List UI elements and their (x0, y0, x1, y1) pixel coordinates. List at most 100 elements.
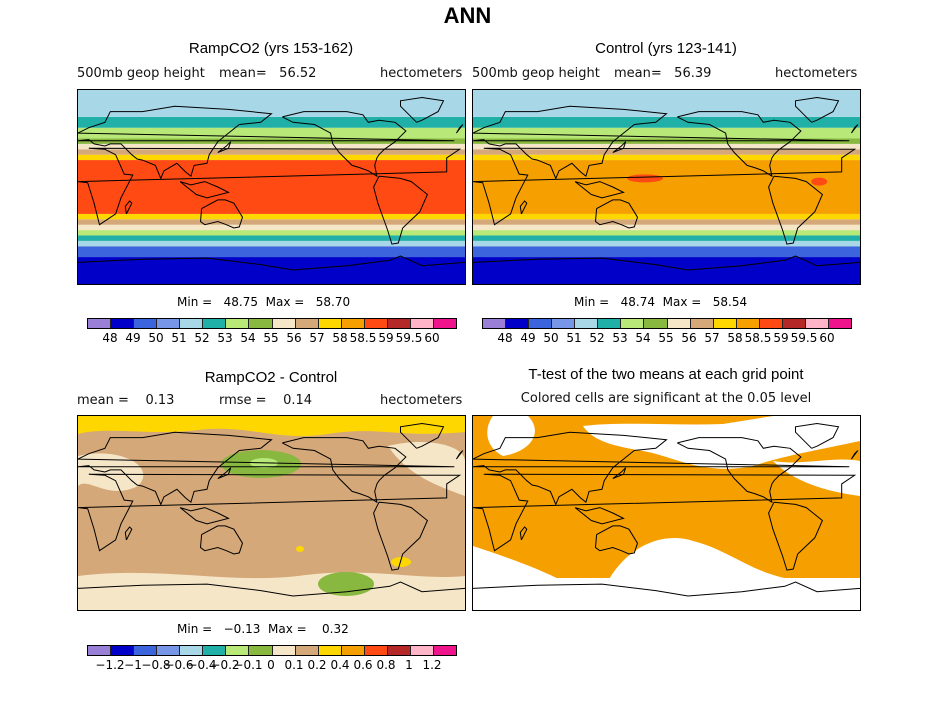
control-colorbar (482, 318, 852, 329)
ramp-colorbar-tick: 60 (424, 331, 440, 345)
diff-colorbar-ticks: −1.2 −1 −0.8 −0.6 −0.4 −0.2 −0.1 0 0.1 0.2 0.4 0.6 0… (87, 658, 457, 674)
control-coastline (795, 96, 840, 123)
ttest-subtitle: Colored cells are significant at the 0.0… (520, 391, 812, 406)
ramp-band (78, 240, 465, 247)
ramp-colorbar-swatch (295, 319, 319, 328)
ramp-colorbar-swatch (88, 319, 112, 328)
diff-yellow-patch (296, 546, 304, 552)
control-coastline (473, 147, 857, 226)
control-colorbar-tick: 48 (497, 331, 513, 345)
diff-coastline (179, 507, 230, 525)
ramp-coastline (217, 141, 232, 153)
ramp-band (78, 116, 465, 128)
diff-colorbar-tick: 0.4 (330, 658, 350, 672)
diff-colorbar-swatch (203, 646, 227, 655)
diff-colorbar-tick: 0.6 (353, 658, 373, 672)
ramp-colorbar-tick: 59.5 (395, 331, 423, 345)
ramp-colorbar-swatch (134, 319, 158, 328)
ttest-coastline (768, 501, 824, 571)
control-band (473, 219, 860, 225)
ramp-band (78, 246, 465, 258)
diff-colorbar-tick: −0.1 (233, 658, 263, 672)
diff-colorbar-swatch (272, 646, 296, 655)
diff-rmse-value: 0.14 (283, 393, 313, 408)
control-max-label: Max = (662, 295, 702, 309)
ttest-not-significant (583, 416, 860, 469)
ramp-band (78, 213, 465, 220)
diff-colorbar-swatch (341, 646, 365, 655)
control-title: Control (yrs 123-141) (595, 40, 737, 57)
ttest-map (472, 415, 861, 611)
diff-colorbar-swatch (364, 646, 388, 655)
control-coastline (612, 141, 627, 153)
ttest-not-significant (603, 538, 803, 610)
diff-coastline (282, 437, 407, 504)
diff-light-area (388, 441, 465, 496)
control-band (473, 154, 860, 161)
control-colorbar-tick: 57 (704, 331, 720, 345)
diff-colorbar-swatch (318, 646, 342, 655)
diff-colorbar-swatch (157, 646, 181, 655)
diff-minmax: Min = −0.13 Max = 0.32 (177, 622, 349, 636)
diff-colorbar-tick: 1 (405, 658, 413, 672)
control-coastline (850, 124, 859, 134)
control-colorbar-tick: 59 (773, 331, 789, 345)
ramp-coastline (78, 255, 465, 271)
ttest-not-significant (773, 459, 860, 496)
diff-polar-positive (78, 416, 465, 437)
control-colorbar-tick: 56 (681, 331, 697, 345)
ramp-band (78, 235, 465, 241)
ramp-band (78, 127, 465, 139)
ramp-coastline (455, 124, 464, 134)
ramp-coastline (78, 147, 462, 226)
diff-title: RampCO2 - Control (204, 369, 338, 386)
diff-colorbar-tick: −1.2 (95, 658, 125, 672)
diff-yellow-patch (391, 557, 411, 567)
control-colorbar-swatch (805, 319, 829, 328)
control-map-svg (473, 90, 860, 284)
control-band (473, 143, 860, 150)
diff-colorbar-tick: 0.8 (376, 658, 396, 672)
ramp-units: hectometers (380, 66, 463, 81)
control-red-patch (811, 177, 828, 186)
ramp-band (78, 149, 465, 155)
control-colorbar-swatch (713, 319, 737, 328)
control-coastline (677, 111, 802, 178)
ramp-min-value: 48.75 (223, 295, 258, 309)
ramp-coastline (78, 105, 455, 180)
control-max-value: 58.54 (712, 295, 748, 309)
ramp-colorbar-swatch (111, 319, 135, 328)
ramp-band (78, 160, 465, 214)
ramp-colorbar-swatch (157, 319, 181, 328)
control-coastline (768, 175, 824, 245)
ramp-coastline (373, 175, 429, 245)
control-colorbar-swatch (621, 319, 645, 328)
diff-coastline (124, 526, 133, 541)
control-band (473, 224, 860, 231)
ramp-colorbar-ticks: 48 49 50 51 52 53 54 55 56 57 58 58.5 59 59.5 60 (87, 331, 457, 347)
control-coastline (574, 181, 625, 199)
control-band (473, 116, 860, 128)
ramp-var-label: 500mb geop height (77, 66, 205, 81)
ramp-colorbar-swatch (387, 319, 411, 328)
control-colorbar-tick: 58 (727, 331, 743, 345)
diff-coastline (217, 467, 232, 479)
ramp-coastline (124, 200, 133, 215)
diff-colorbar-tick: −0.4 (187, 658, 217, 672)
diff-rmse-label: rmse = (219, 393, 267, 408)
diff-min-label: Min = (177, 622, 213, 636)
control-band (473, 160, 860, 214)
ramp-colorbar-tick: 59 (378, 331, 394, 345)
control-colorbar-swatch (644, 319, 668, 328)
ramp-coastline (400, 96, 445, 123)
control-colorbar-tick: 55 (658, 331, 674, 345)
ramp-min-label: Min = (177, 295, 213, 309)
ramp-colorbar-tick: 58.5 (349, 331, 377, 345)
ramp-band (78, 230, 465, 236)
control-colorbar-swatch (575, 319, 599, 328)
diff-colorbar-swatch (295, 646, 319, 655)
diff-coastline (78, 581, 465, 597)
diff-coastline (78, 473, 462, 552)
diff-colorbar-swatch (433, 646, 456, 655)
ttest-coastline (594, 525, 639, 555)
